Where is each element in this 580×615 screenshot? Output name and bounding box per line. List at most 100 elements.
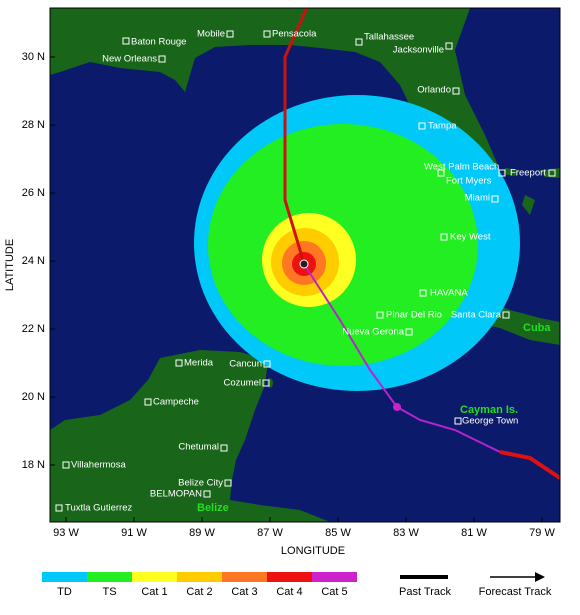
legend-label: Cat 5 [321, 586, 347, 598]
place-marker [62, 461, 70, 469]
place-marker [548, 169, 556, 177]
x-axis-label: LONGITUDE [281, 545, 345, 557]
legend-label: Forecast Track [479, 586, 552, 598]
place-marker [224, 479, 232, 487]
bahamas [503, 168, 520, 176]
legend-swatch [312, 572, 357, 582]
place-marker [144, 398, 152, 406]
place-label: Orlando [417, 85, 451, 96]
place-label: Fort Myers [446, 176, 492, 187]
place-marker [175, 359, 183, 367]
y-tick-label: 30 N [22, 51, 45, 63]
place-label: Tallahassee [364, 32, 414, 43]
region-label: Cayman Is. [460, 404, 518, 416]
legend-label: Cat 3 [231, 586, 257, 598]
place-label: Cancun [229, 359, 262, 370]
place-label: Freeport [510, 168, 546, 179]
place-label: Tuxtla Gutierrez [65, 503, 132, 514]
y-tick-label: 28 N [22, 119, 45, 131]
place-label: Merida [184, 358, 214, 369]
place-marker [55, 504, 63, 512]
place-label: Pinar Del Rio [386, 310, 442, 321]
place-label: George Town [462, 416, 518, 427]
arrowhead [535, 572, 545, 582]
map [50, 8, 560, 522]
place-label: Mobile [197, 29, 225, 40]
x-tick-label: 83 W [393, 527, 419, 539]
track-segment [283, 8, 309, 265]
place-label: Tampa [428, 121, 457, 132]
track-segment [499, 450, 560, 480]
place-label: BELMOPAN [150, 489, 202, 500]
place-label: Villahermosa [71, 460, 126, 471]
y-tick-label: 18 N [22, 459, 45, 471]
place-marker [405, 328, 413, 336]
x-tick-label: 89 W [189, 527, 215, 539]
x-tick-label: 93 W [53, 527, 79, 539]
place-label: Belize City [178, 478, 223, 489]
place-marker [418, 122, 426, 130]
us-land [50, 8, 503, 212]
place-marker [226, 30, 234, 38]
place-marker [355, 38, 363, 46]
place-marker [419, 289, 427, 297]
place-marker [158, 55, 166, 63]
place-marker [376, 311, 384, 319]
legend-label: TD [57, 586, 72, 598]
legend-swatch [222, 572, 267, 582]
place-marker [122, 37, 130, 45]
track-point [393, 403, 401, 411]
legend-swatch [267, 572, 312, 582]
bahamas [522, 195, 535, 215]
region-label: Cuba [523, 322, 551, 334]
x-tick-label: 81 W [461, 527, 487, 539]
y-tick-label: 20 N [22, 391, 45, 403]
place-marker [220, 444, 228, 452]
place-label: Key West [450, 232, 491, 243]
place-marker [437, 169, 445, 177]
legend-swatch [42, 572, 87, 582]
y-axis-label: LATITUDE [4, 239, 16, 291]
place-marker [452, 87, 460, 95]
place-marker [203, 490, 211, 498]
place-label: Nueva Gerona [342, 327, 405, 338]
place-label: Miami [465, 193, 490, 204]
x-tick-label: 91 W [121, 527, 147, 539]
place-label: HAVANA [430, 288, 468, 299]
place-marker [502, 311, 510, 319]
place-marker [445, 42, 453, 50]
place-marker [491, 195, 499, 203]
place-marker [263, 30, 271, 38]
labels: 93 W 91 W 89 W 87 W 85 W 83 W 81 W 79 W 30 N 28 N… [22, 29, 556, 539]
place-label: Cozumel [224, 378, 262, 389]
place-label: Baton Rouge [131, 37, 186, 48]
y-tick-label: 22 N [22, 323, 45, 335]
place-marker [263, 360, 271, 368]
storm-eye [299, 259, 309, 269]
map-frame [49, 7, 561, 523]
legend-label: TS [102, 586, 116, 598]
x-tick-label: 79 W [529, 527, 555, 539]
mexico-land [50, 350, 330, 522]
place-label: West Palm Beach [424, 162, 499, 173]
legend-label: Past Track [399, 586, 451, 598]
place-label: Pensacola [272, 29, 317, 40]
y-tick-label: 26 N [22, 187, 45, 199]
legend-swatch [132, 572, 177, 582]
place-marker [454, 417, 462, 425]
place-label: Campeche [153, 397, 199, 408]
place-marker [440, 233, 448, 241]
legend-swatch [87, 572, 132, 582]
legend-label: Cat 2 [186, 586, 212, 598]
x-tick-label: 87 W [257, 527, 283, 539]
place-marker [498, 169, 506, 177]
legend-label: Cat 4 [276, 586, 302, 598]
legend-label: Cat 1 [141, 586, 167, 598]
region-label: Belize [197, 502, 229, 514]
place-label: Santa Clara [451, 310, 502, 321]
legend-swatch [177, 572, 222, 582]
place-label: Chetumal [178, 442, 219, 453]
place-label: Jacksonville [393, 45, 444, 56]
x-tick-label: 85 W [325, 527, 351, 539]
